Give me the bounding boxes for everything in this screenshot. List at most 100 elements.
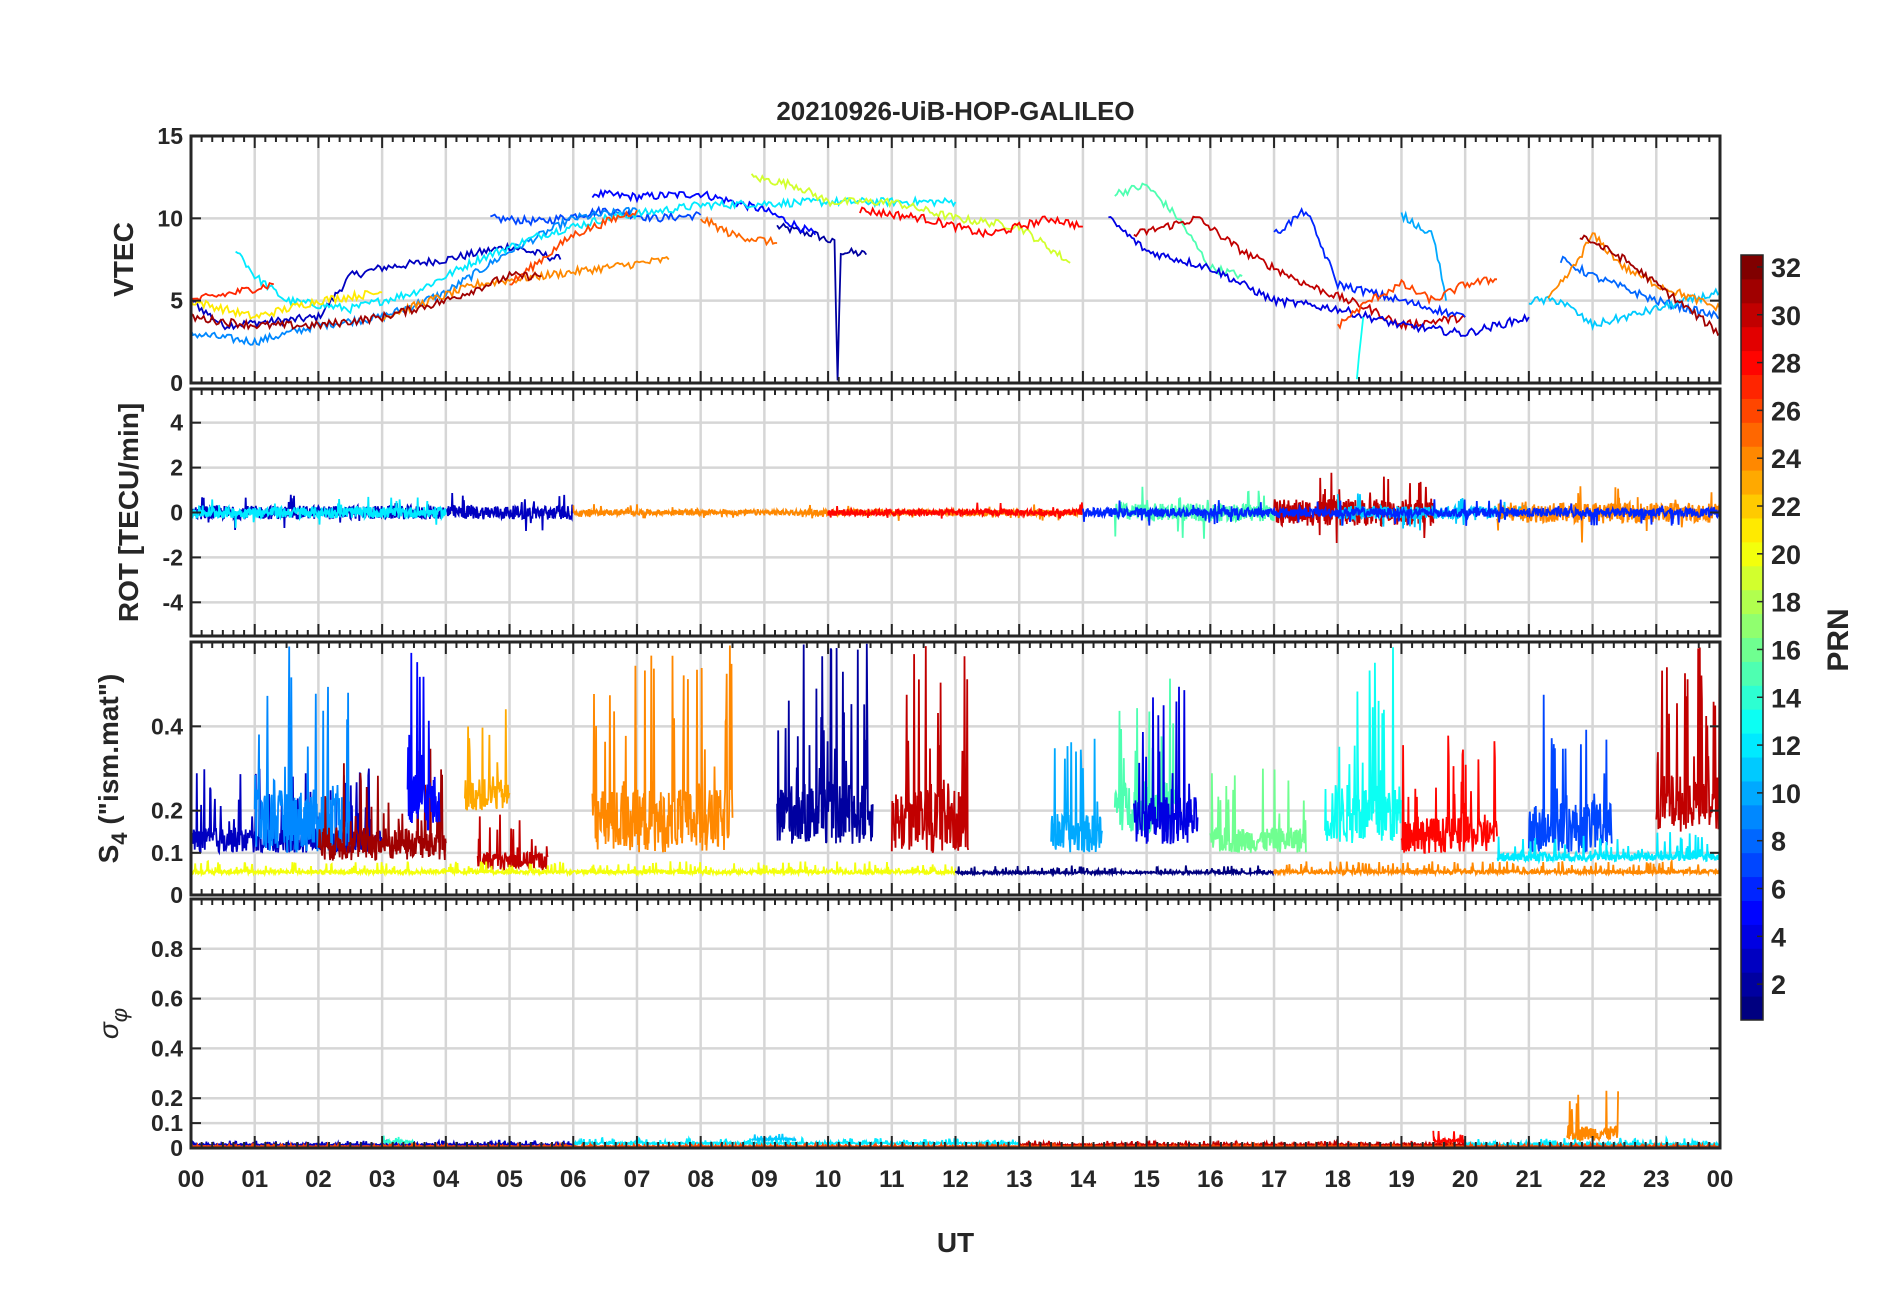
colorbar-swatch [1741,589,1763,615]
x-tick-label: 23 [1643,1166,1670,1193]
y-axis-label: VTEC [108,222,139,297]
series-line-prn-5 [406,652,441,831]
colorbar-tick-label: 6 [1771,875,1786,905]
series-line-prn-28 [1432,1130,1466,1146]
x-tick-label: 22 [1579,1166,1606,1193]
colorbar-swatch [1741,350,1763,376]
y-axis-label-main: σ [93,1021,124,1039]
series-line-prn-15 [1114,182,1243,280]
colorbar-swatch [1741,494,1763,519]
series-line-prn-24 [591,645,734,853]
colorbar-swatch [1741,326,1763,352]
y-tick-label: 5 [170,288,183,314]
colorbar-swatch [1741,852,1763,878]
series-line-prn-30 [890,646,970,854]
series-line-prn-1 [954,865,1275,878]
colorbar-swatch [1741,255,1763,280]
colorbar-swatch [1741,302,1763,328]
series-line-prn-27 [191,281,274,305]
colorbar-tick-label: 4 [1771,922,1786,952]
series-line-prn-28 [1400,735,1498,854]
y-tick-label: 2 [170,455,183,481]
colorbar-swatch [1741,876,1763,901]
series-line-prn-31 [1579,234,1720,337]
x-tick-label: 17 [1261,1166,1288,1193]
colorbar-label: PRN [1822,608,1855,671]
colorbar-swatch [1741,637,1763,662]
y-axis-label: ROT [TECU/min] [113,403,144,622]
colorbar-tick-label: 12 [1771,731,1801,761]
colorbar-swatch [1741,374,1763,399]
series-line-prn-24 [1547,232,1720,312]
y-tick-label: 4 [170,410,183,436]
series-line-prn-31 [191,270,542,331]
series-line-prn-31 [317,748,447,861]
series-line-prn-3 [191,241,562,331]
series-line-prn-13 [1356,317,1365,380]
series-line-prn-7 [1528,694,1613,853]
y-axis-label-subscript: φ [107,1008,132,1022]
series-line-prn-9 [253,646,352,853]
colorbar-swatch [1741,398,1763,423]
colorbar-swatch [1741,422,1763,447]
series-line-prn-10 [1050,738,1103,853]
y-tick-label: 0.8 [151,936,183,962]
x-tick-label: 12 [942,1166,969,1193]
series-line-prn-25 [699,215,778,247]
series-group [191,643,1720,878]
x-tick-label: 01 [241,1166,268,1193]
series-line-prn-14 [381,1135,415,1146]
series-line-prn-13 [1324,647,1403,844]
y-tick-label: 0 [170,1135,183,1161]
colorbar-tick-label: 26 [1771,396,1801,426]
colorbar-swatch [1741,470,1763,495]
x-tick-label: 03 [369,1166,396,1193]
colorbar-swatch [1741,733,1763,758]
x-tick-label: 10 [815,1166,842,1193]
series-line-prn-20 [191,859,957,878]
colorbar-tick-label: 14 [1771,683,1801,713]
x-tick-label: 15 [1133,1166,1160,1193]
series-line-prn-12 [191,496,447,528]
x-tick-label: 18 [1324,1166,1351,1193]
y-axis-label-subscript: 4 [107,832,132,845]
colorbar-frame [1740,254,1764,1021]
colorbar-swatch [1741,757,1763,782]
series-line-prn-24 [1496,486,1720,543]
colorbar-tick-label: 30 [1771,301,1801,331]
series-line-prn-30 [1133,215,1466,332]
x-tick-label: 14 [1070,1166,1097,1193]
colorbar-swatch [1741,661,1763,686]
colorbar-tick-label: 16 [1771,635,1801,665]
series-line-prn-12 [235,195,957,315]
y-axis-label: S4 ("ism.mat") [93,674,132,864]
x-tick-label: 20 [1452,1166,1479,1193]
y-axis-label-rest: ("ism.mat") [93,674,124,833]
colorbar-tick-label: 8 [1771,827,1786,857]
colorbar-tick-label: 28 [1771,349,1801,379]
panel-s4: 0 0.1 0.2 0.4 S4 ("ism.mat") [93,640,1722,908]
x-tick-label: 06 [560,1166,587,1193]
y-tick-label: 0.4 [151,1035,183,1061]
series-line-prn-2 [776,643,874,844]
x-tick-label: 21 [1516,1166,1543,1193]
y-tick-label: 0.6 [151,986,183,1012]
y-tick-label: 15 [157,123,183,149]
chart-title: 20210926-UiB-HOP-GALILEO [776,96,1134,126]
panel-rot: -4 -2 0 2 4 ROT [TECU/min] [113,387,1722,638]
colorbar-tick-label: 10 [1771,779,1801,809]
y-tick-label: 0 [170,882,183,908]
panel-vtec: 0 5 10 15 VTEC [108,123,1722,396]
colorbar-swatch [1741,996,1763,1021]
colorbar-tick-label: 24 [1771,444,1801,474]
colorbar-swatch [1741,541,1763,567]
colorbar-tick-label: 32 [1771,253,1801,283]
y-tick-label: -2 [163,544,183,570]
x-tick-label: 13 [1006,1166,1033,1193]
series-line-prn-10 [1400,210,1447,301]
series-line-prn-26 [509,209,638,286]
y-tick-label: 0.2 [151,798,183,824]
x-tick-label: 00 [178,1166,205,1193]
series-line-prn-28 [859,206,1083,239]
